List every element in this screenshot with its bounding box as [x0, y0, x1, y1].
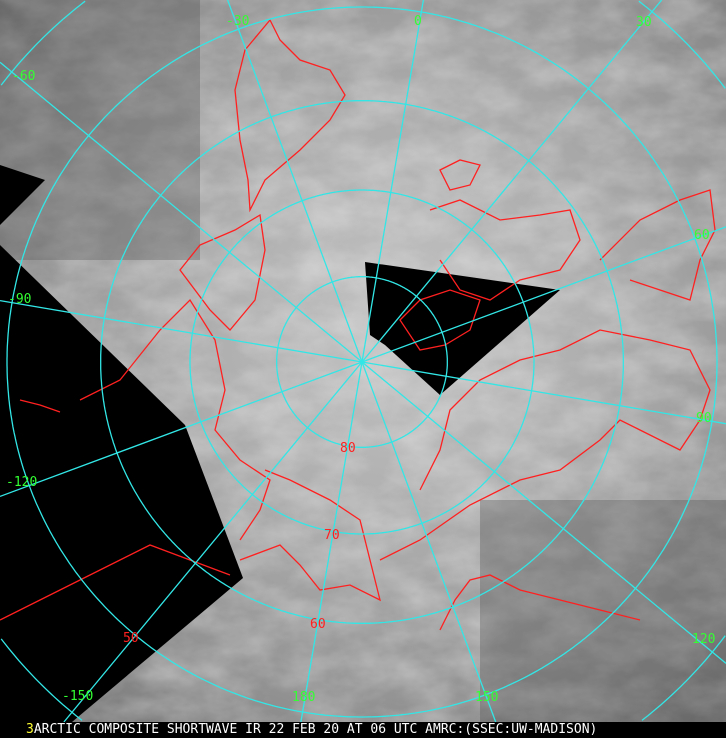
frame-number: 3 — [26, 722, 34, 737]
caption-title: ARCTIC COMPOSITE SHORTWAVE IR 22 FEB 20 … — [33, 722, 598, 737]
meridian--30 — [226, 0, 363, 363]
coastline-hudson — [79, 298, 271, 541]
latitude-circle-50 — [6, 6, 718, 718]
latitude-circle-60 — [100, 100, 624, 624]
coastline-novaya — [399, 289, 481, 351]
latitude-circle-40 — [0, 0, 726, 721]
meridian-150 — [361, 361, 497, 722]
meridian-90 — [361, 361, 726, 425]
coastline-siberia — [379, 329, 711, 561]
longitude-label: 120 — [692, 632, 715, 647]
coastline-uk — [439, 159, 481, 191]
longitude-label: 0 — [414, 14, 422, 29]
meridian-30 — [361, 0, 663, 363]
meridian--90 — [0, 299, 363, 363]
meridian--150 — [63, 361, 363, 722]
longitude-label: 30 — [636, 15, 652, 30]
longitude-label: 90 — [696, 411, 712, 426]
longitude-label: -30 — [226, 14, 249, 29]
longitude-label: -120 — [6, 475, 37, 490]
latitude-label: 60 — [310, 617, 326, 632]
latitude-circle-80 — [276, 276, 448, 448]
coastline-europe — [599, 189, 716, 301]
longitude-label: -60 — [12, 69, 35, 84]
coastline-canada_arch — [179, 213, 266, 331]
longitude-label: 150 — [475, 690, 498, 705]
coastline-alaska — [239, 469, 381, 602]
longitude-label: 60 — [694, 228, 710, 243]
latitude-label: 50 — [123, 631, 139, 646]
meridian--180 — [300, 361, 363, 722]
no-data-region-pole — [365, 262, 560, 395]
longitude-label: -150 — [62, 689, 93, 704]
no-data-region-left — [0, 245, 243, 722]
dark-region-nw — [0, 0, 200, 260]
meridian-0 — [361, 0, 425, 363]
coastline-kamchatka — [439, 574, 641, 631]
meridian-120 — [361, 361, 726, 664]
latitude-label: 80 — [340, 441, 356, 456]
coastline-scandinavia — [429, 199, 581, 301]
no-data-wedge-top — [0, 165, 45, 225]
meridian--60 — [0, 61, 363, 363]
longitude-label: -90 — [8, 292, 31, 307]
graticule-labels: 0 30 60 90 120 150 180 -150 -120 -90 -60 -30 80 70 60 5… — [6, 14, 715, 705]
longitude-label: 180 — [292, 690, 315, 705]
graticule — [0, 0, 726, 722]
latitude-circle-70 — [189, 189, 535, 535]
coastline-labrador — [19, 399, 61, 413]
coastline-aleutian — [0, 544, 231, 621]
meridian--120 — [0, 361, 363, 498]
meridian-60 — [361, 226, 726, 363]
satellite-image: 0 30 60 90 120 150 180 -150 -120 -90 -60 -30 80 70 60 5… — [0, 0, 726, 722]
latitude-label: 70 — [324, 528, 340, 543]
image-caption: 3ARCTIC COMPOSITE SHORTWAVE IR 22 FEB 20… — [0, 722, 726, 738]
